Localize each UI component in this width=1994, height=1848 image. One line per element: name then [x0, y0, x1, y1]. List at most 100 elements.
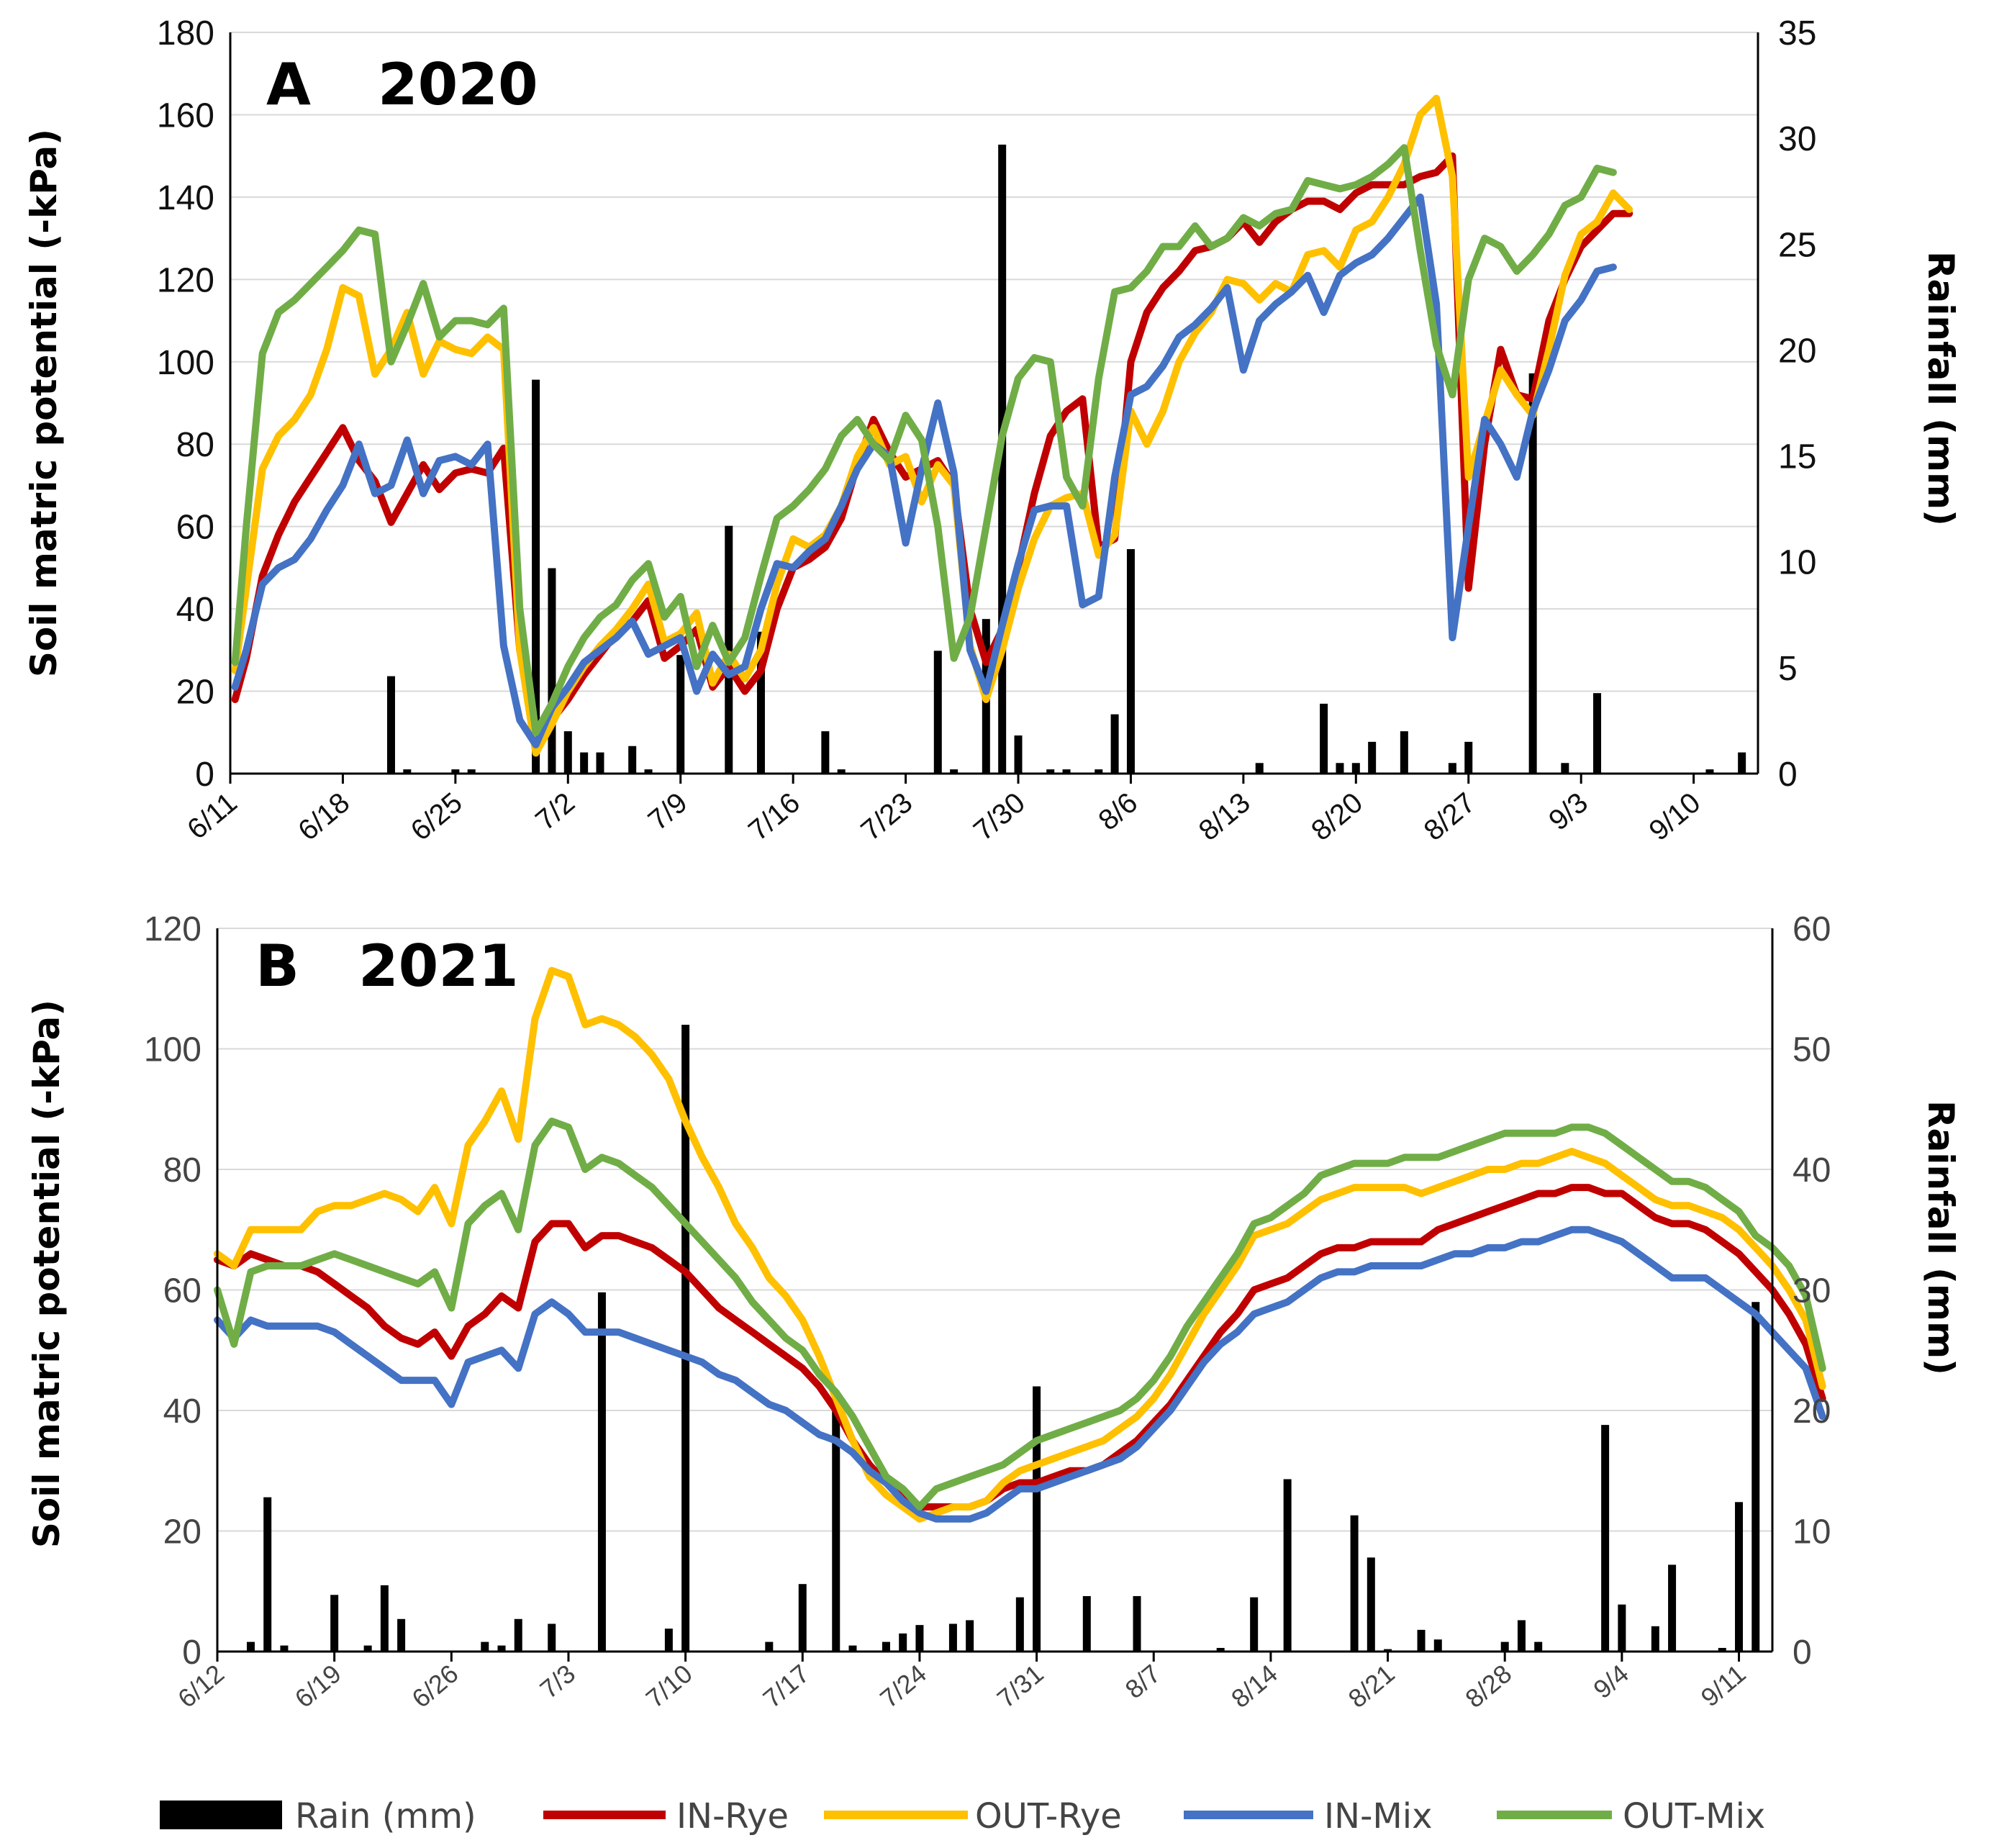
panel-a-rain-bar [1593, 693, 1602, 774]
panel-b-y2-axis-label: Rainfall (mm) [1920, 1100, 1962, 1375]
panel-a-x-tick-label: 7/2 [530, 787, 581, 836]
panel-b-rain-bar [514, 1618, 522, 1652]
panel-b-rain-bar [882, 1641, 890, 1652]
panel-a-y2-tick-label: 30 [1778, 120, 1816, 158]
panel-b-rain-bar [899, 1633, 907, 1652]
panel-b-x-tick-label: 6/26 [406, 1659, 463, 1713]
panel-b-y-ticks: 0 20 40 60 80 100 120 [144, 910, 201, 1672]
panel-b-line-in-rye [214, 1184, 1826, 1510]
panel-b-rain-bar [1751, 1302, 1760, 1652]
legend: Rain (mm) IN-Rye OUT-Rye IN-Mix OUT-Mix [160, 1796, 1765, 1836]
panel-a-rain-bar [403, 769, 412, 774]
panel-b-x-tick-label: 8/7 [1120, 1659, 1166, 1705]
panel-a-gridlines [230, 32, 1758, 692]
panel-a-line-in-mix [231, 193, 1617, 748]
panel-a-x-tick-label: 8/6 [1092, 787, 1143, 836]
panel-b-x-ticks: 6/12 6/19 6/26 7/3 7/10 7/17 7/24 7/31 8/7 8/14 8/… [172, 1652, 1751, 1713]
panel-b-x-tick-label: 6/12 [172, 1659, 230, 1713]
panel-b-y2-ticks: 0 10 20 30 40 50 60 [1793, 910, 1831, 1672]
panel-b-y2-tick-label: 0 [1793, 1634, 1812, 1672]
panel-b-rain-bar [1618, 1604, 1626, 1652]
panel-b-rain-bar [1668, 1564, 1677, 1652]
panel-b-x-tick-label: 8/21 [1343, 1659, 1400, 1713]
panel-a-rain-bar [596, 752, 604, 774]
panel-a-y-tick-label: 0 [195, 756, 214, 794]
panel-a-rain-bar [1351, 763, 1360, 774]
panel-b-x-tick-label: 7/31 [992, 1659, 1049, 1713]
panel-b-rain-bar [1350, 1515, 1359, 1652]
legend-label-out-mix: OUT-Mix [1623, 1796, 1765, 1836]
legend-label-in-mix: IN-Mix [1324, 1796, 1433, 1836]
panel-b-y2-tick-label: 40 [1793, 1151, 1831, 1190]
panel-a-rain-bar [1110, 714, 1119, 774]
panel-a-rain-bar [821, 731, 830, 774]
panel-b-rain-bar [497, 1645, 506, 1652]
panel-a-line-out-mix [231, 144, 1617, 736]
panel-b-rain-bar [1718, 1647, 1726, 1652]
panel-b-y-tick-label: 40 [163, 1392, 201, 1431]
panel-a-x-tick-label: 7/9 [643, 787, 694, 836]
panel-b-y2-tick-label: 30 [1793, 1272, 1831, 1310]
panel-a-y2-tick-label: 35 [1778, 14, 1816, 53]
panel-b-y2-tick-label: 50 [1793, 1031, 1831, 1069]
panel-a-rain-bar [1464, 741, 1473, 774]
panel-b-rain-bar [1250, 1597, 1259, 1652]
panel-b-rain-bars [246, 1025, 1760, 1652]
panel-a-rain-bar [933, 651, 942, 774]
panel-b-y-tick-label: 120 [144, 910, 201, 948]
panel-b-year: 2021 [358, 933, 519, 1000]
panel-a-y2-tick-label: 0 [1778, 756, 1798, 794]
panel-a-x-tick-label: 9/10 [1643, 787, 1706, 847]
panel-a-y2-tick-label: 20 [1778, 332, 1816, 370]
panel-a-series-lines [231, 94, 1633, 757]
panel-a-rain-bar [1126, 549, 1135, 774]
panel-a-label: A [266, 51, 311, 118]
panel-a-rain-bar [1705, 769, 1714, 774]
panel-b-x-tick-label: 9/4 [1587, 1659, 1634, 1705]
panel-a-rain-bar [1561, 763, 1569, 774]
panel-b-rain-bar [1601, 1425, 1610, 1652]
panel-a-rain-bar [1448, 763, 1456, 774]
panel-b-y2-tick-label: 60 [1793, 910, 1831, 948]
panel-a-rain-bar [580, 752, 589, 774]
panel-b-rain-bar [1033, 1386, 1041, 1652]
panel-b-rain-bar [1517, 1620, 1526, 1652]
panel-a-rain-bar [950, 769, 959, 774]
panel-b-x-tick-label: 8/14 [1225, 1659, 1283, 1713]
panel-a-x-tick-label: 9/3 [1543, 787, 1594, 836]
panel-a-y2-tick-label: 10 [1778, 544, 1816, 582]
panel-b-rain-bar [280, 1645, 289, 1652]
panel-a-x-tick-label: 8/13 [1193, 787, 1256, 847]
panel-b-x-tick-label: 7/10 [640, 1659, 698, 1713]
panel-b-x-tick-label: 7/3 [534, 1659, 581, 1705]
panel-b-rain-bar [1384, 1649, 1392, 1652]
panel-a-rain-bar [725, 525, 733, 774]
panel-a-y2-axis-label: Rainfall (mm) [1920, 251, 1962, 526]
legend-label-rain: Rain (mm) [295, 1796, 476, 1836]
panel-b-rain-bar [1015, 1597, 1024, 1652]
panel-b-rain-bar [1534, 1641, 1543, 1652]
panel-b-rain-bar [1651, 1626, 1659, 1652]
panel-a-rain-bar [1062, 769, 1071, 774]
panel-b-rain-bar [765, 1641, 774, 1652]
panel-a-rain-bar [1014, 735, 1023, 774]
panel-a-y2-tick-label: 25 [1778, 226, 1816, 264]
panel-b-x-tick-label: 7/17 [757, 1659, 815, 1713]
panel-b-rain-bar [1735, 1502, 1744, 1652]
panel-b-rain-bar [597, 1292, 606, 1652]
panel-b-line-out-mix [214, 1118, 1826, 1510]
panel-b-x-tick-label: 6/19 [289, 1659, 347, 1713]
panel-b-rain-bar [1500, 1641, 1509, 1652]
panel-a-x-tick-label: 7/16 [743, 787, 806, 847]
panel-a-y-ticks: 0 20 40 60 80 100 120 140 160 180 [157, 14, 214, 794]
panel-b-rain-bar [948, 1623, 957, 1652]
panel-b-rain-bar [915, 1625, 924, 1652]
panel-a-rain-bar [451, 769, 460, 774]
panel-b-rain-bar [397, 1618, 406, 1652]
panel-a-rain-bar [1528, 373, 1537, 774]
panel-b-rain-bar [548, 1623, 556, 1652]
panel-b-rain-bar [1433, 1639, 1442, 1652]
